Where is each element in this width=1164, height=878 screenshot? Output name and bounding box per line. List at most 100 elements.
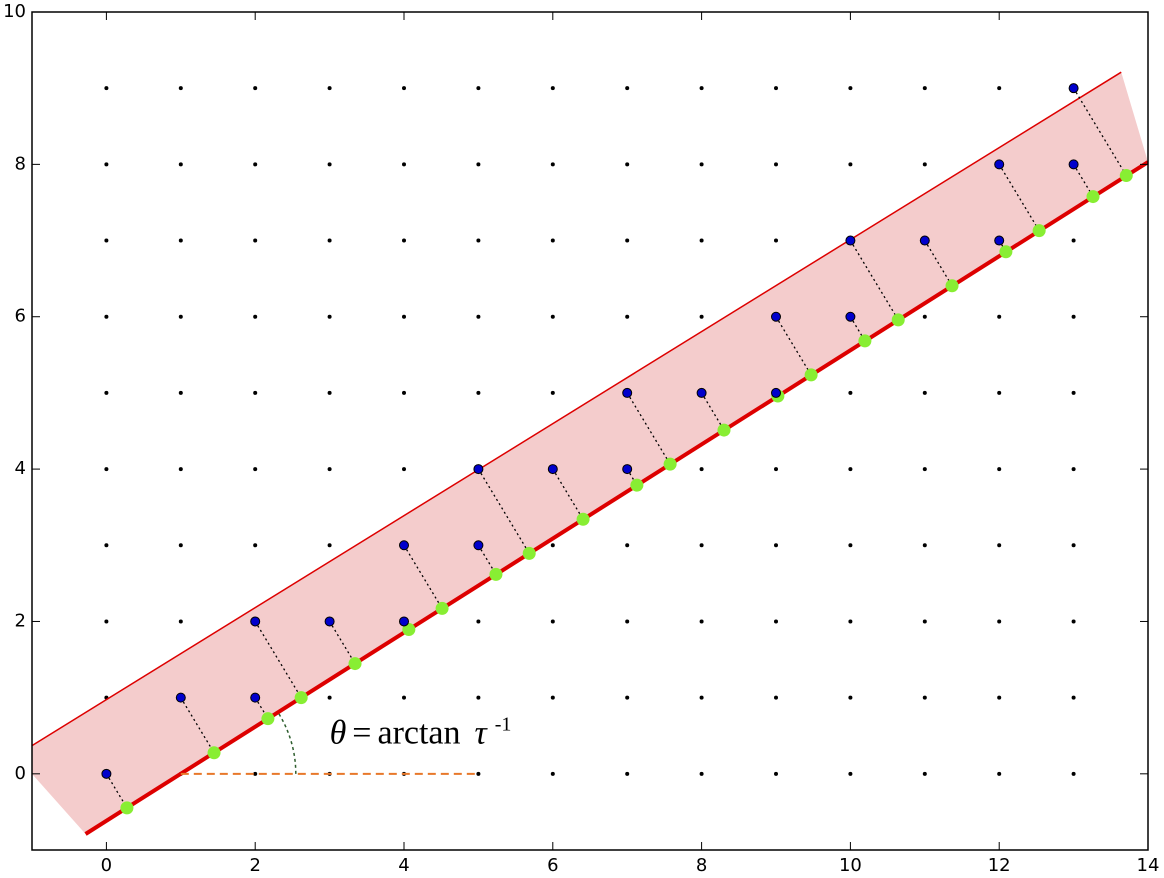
lattice-point <box>625 86 630 91</box>
projected-point <box>576 512 590 526</box>
lattice-point <box>699 86 704 91</box>
lattice-point <box>997 467 1002 472</box>
lattice-point <box>476 238 481 243</box>
lattice-point <box>104 86 109 91</box>
selected-point <box>250 616 261 627</box>
selected-point <box>473 464 484 475</box>
x-tick-label: 4 <box>398 855 409 876</box>
lattice-point <box>550 162 555 167</box>
lattice-point <box>402 467 406 472</box>
lattice-point <box>550 314 555 319</box>
projection-connector <box>1073 87 1127 176</box>
lattice-point <box>104 467 109 472</box>
lattice-point <box>625 543 630 548</box>
lattice-point <box>550 771 555 776</box>
lattice-point <box>699 771 704 776</box>
selected-point <box>771 387 781 398</box>
projected-point <box>489 567 503 581</box>
projection-connector <box>924 240 953 287</box>
projected-point <box>522 546 536 560</box>
lattice-point <box>625 314 630 319</box>
lattice-point <box>476 619 481 624</box>
lattice-point <box>253 162 258 167</box>
selected-point <box>696 387 707 398</box>
projection-connector <box>180 697 215 754</box>
projected-point <box>804 368 818 382</box>
selected-point <box>399 540 409 551</box>
projected-point <box>120 801 134 815</box>
lattice-point <box>699 314 704 319</box>
lattice-point <box>848 771 853 776</box>
annotation-part: τ <box>475 715 489 752</box>
projection-connector <box>477 468 530 554</box>
lattice-point <box>402 86 406 91</box>
lattice-point <box>178 86 183 91</box>
lattice-point <box>253 771 258 776</box>
lattice-point <box>327 238 332 243</box>
angle-arc <box>277 711 297 774</box>
lattice-point <box>774 162 778 167</box>
lattice-point <box>327 467 332 472</box>
lattice-point <box>476 390 481 395</box>
selected-point <box>473 540 484 551</box>
lattice-point <box>997 619 1002 624</box>
y-tick-label: 6 <box>15 306 26 327</box>
x-tick-label: 2 <box>249 855 260 876</box>
lattice-point <box>997 390 1002 395</box>
lattice-point <box>625 238 630 243</box>
lattice-point <box>1071 314 1076 319</box>
lattice-point <box>922 314 927 319</box>
annotation-part: arctan <box>377 715 460 752</box>
lattice-point <box>922 390 927 395</box>
selected-point <box>845 235 856 246</box>
lattice-point <box>997 695 1002 700</box>
projection-connector <box>105 773 128 809</box>
lattice-point <box>550 695 555 700</box>
x-tick-label: 6 <box>547 855 558 876</box>
selected-point <box>250 692 261 703</box>
lattice-point <box>253 543 258 548</box>
lattice-point <box>699 467 704 472</box>
projected-point <box>1032 224 1046 238</box>
axes: 0 2 4 6 8 10 12 14 0 2 4 6 8 10 <box>3 1 1159 876</box>
lattice-point <box>402 390 406 395</box>
projected-point <box>717 423 731 437</box>
selected-point <box>175 692 186 703</box>
selected-point <box>994 159 1005 170</box>
projected-point <box>435 601 449 615</box>
lattice-point <box>922 695 927 700</box>
lattice-point <box>848 619 853 624</box>
lattice-point <box>178 162 183 167</box>
lattice-point <box>1071 619 1076 624</box>
lattice-point <box>699 695 704 700</box>
projected-point <box>402 623 416 637</box>
lattice-point <box>922 162 927 167</box>
projected-point <box>261 712 275 726</box>
lattice-point <box>699 619 704 624</box>
lattice-point <box>327 695 332 700</box>
lattice-point <box>848 467 853 472</box>
lattice-point <box>550 390 555 395</box>
lattice-point <box>848 162 853 167</box>
lattice-point <box>476 695 481 700</box>
selected-point <box>919 235 930 246</box>
plot-frame <box>31 11 1149 851</box>
lattice-point <box>1071 467 1076 472</box>
lattice-point <box>253 467 258 472</box>
annotation: θ = arctan τ -1 <box>330 713 512 751</box>
lattice-point <box>1071 695 1076 700</box>
y-tick-label: 2 <box>15 610 26 631</box>
lattice-point <box>104 619 109 624</box>
y-tick-label: 10 <box>3 1 26 22</box>
lattice-point <box>253 314 258 319</box>
selected-point <box>845 311 856 322</box>
lattice-point <box>104 390 109 395</box>
projection-connector <box>701 392 725 431</box>
lattice-point <box>922 771 927 776</box>
lattice-point <box>1071 390 1076 395</box>
lattice-point <box>774 543 778 548</box>
selected-point <box>1068 83 1079 94</box>
lattice-point <box>997 86 1002 91</box>
lattice-point <box>550 619 555 624</box>
